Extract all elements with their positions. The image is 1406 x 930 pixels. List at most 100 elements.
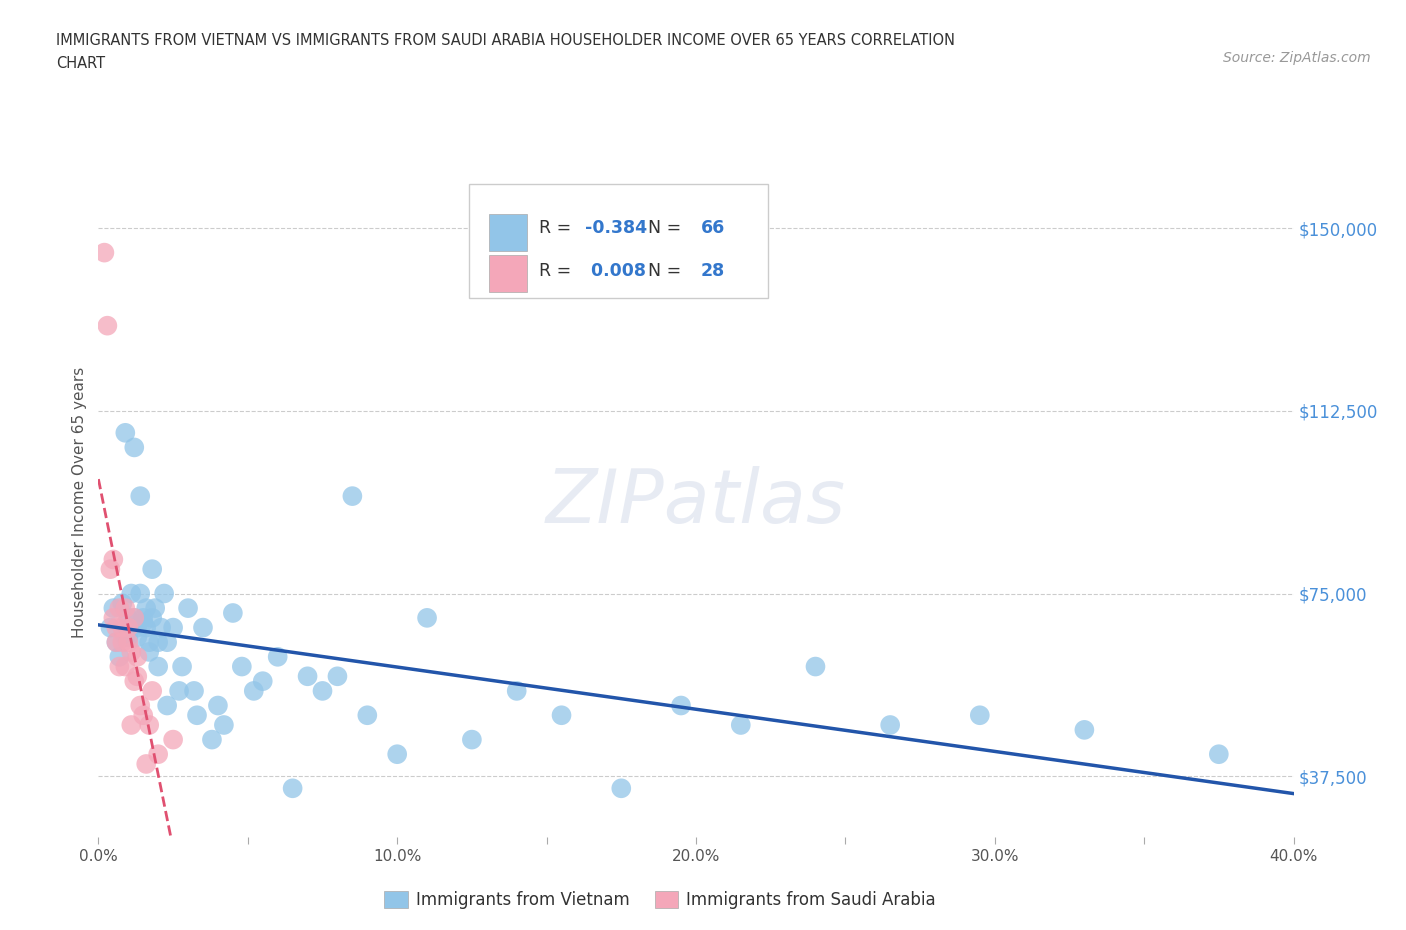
Point: [105, 635, 128, 650]
Point: [156, 635, 179, 650]
Point: [120, 620, 142, 635]
Point: [212, 718, 235, 733]
Point: [326, 669, 349, 684]
Legend: Immigrants from Vietnam, Immigrants from Saudi Arabia: Immigrants from Vietnam, Immigrants from…: [378, 884, 942, 916]
Point: [342, 488, 364, 503]
Point: [150, 620, 173, 635]
Point: [506, 684, 529, 698]
Point: [231, 659, 253, 674]
Point: [127, 649, 149, 664]
Point: [162, 620, 184, 635]
Point: [135, 620, 157, 635]
Point: [141, 610, 163, 625]
Point: [135, 601, 157, 616]
Text: N =: N =: [637, 219, 688, 237]
Point: [124, 610, 146, 625]
Point: [297, 669, 319, 684]
Text: R =: R =: [540, 219, 576, 237]
Point: [186, 708, 208, 723]
Point: [114, 601, 136, 616]
Bar: [489, 214, 527, 251]
Point: [129, 488, 152, 503]
Point: [114, 425, 136, 440]
Point: [669, 698, 692, 713]
Point: [550, 708, 572, 723]
Point: [135, 756, 157, 771]
Point: [108, 601, 131, 616]
Point: [103, 552, 125, 567]
Point: [1073, 723, 1095, 737]
Point: [117, 610, 139, 625]
Point: [105, 620, 128, 635]
Point: [114, 659, 136, 674]
Point: [129, 698, 152, 713]
Point: [281, 781, 304, 796]
Point: [141, 684, 163, 698]
Point: [148, 635, 170, 650]
Point: [172, 659, 194, 674]
Text: Source: ZipAtlas.com: Source: ZipAtlas.com: [1223, 51, 1371, 65]
Point: [124, 673, 146, 688]
Point: [108, 649, 131, 664]
Point: [143, 601, 166, 616]
Point: [385, 747, 409, 762]
Point: [148, 659, 170, 674]
Point: [103, 610, 125, 625]
Point: [117, 630, 139, 644]
Point: [141, 562, 163, 577]
Point: [96, 318, 118, 333]
Point: [311, 684, 333, 698]
Point: [183, 684, 205, 698]
Point: [120, 644, 142, 659]
Point: [879, 718, 901, 733]
Y-axis label: Householder Income Over 65 years: Householder Income Over 65 years: [72, 366, 87, 638]
Point: [105, 635, 128, 650]
Text: N =: N =: [637, 262, 688, 280]
Point: [127, 630, 149, 644]
Point: [191, 620, 214, 635]
Point: [93, 246, 115, 260]
Point: [111, 620, 134, 635]
Point: [127, 669, 149, 684]
Point: [117, 635, 139, 650]
Point: [111, 596, 134, 611]
Point: [100, 620, 122, 635]
Point: [156, 698, 179, 713]
Bar: [489, 255, 527, 292]
Point: [162, 732, 184, 747]
Point: [153, 586, 176, 601]
Point: [243, 684, 266, 698]
Point: [356, 708, 378, 723]
Point: [416, 610, 439, 625]
Point: [127, 620, 149, 635]
Point: [1208, 747, 1230, 762]
Text: -0.384: -0.384: [585, 219, 647, 237]
Point: [138, 718, 160, 733]
Text: IMMIGRANTS FROM VIETNAM VS IMMIGRANTS FROM SAUDI ARABIA HOUSEHOLDER INCOME OVER : IMMIGRANTS FROM VIETNAM VS IMMIGRANTS FR…: [56, 33, 955, 47]
Point: [111, 635, 134, 650]
FancyBboxPatch shape: [470, 184, 768, 298]
Text: 0.008: 0.008: [585, 262, 645, 280]
Point: [120, 718, 142, 733]
Point: [461, 732, 484, 747]
Point: [120, 586, 142, 601]
Text: CHART: CHART: [56, 56, 105, 71]
Point: [167, 684, 190, 698]
Point: [804, 659, 827, 674]
Text: ZIPatlas: ZIPatlas: [546, 466, 846, 538]
Point: [132, 616, 155, 631]
Point: [201, 732, 224, 747]
Point: [610, 781, 633, 796]
Point: [100, 562, 122, 577]
Text: 28: 28: [700, 262, 725, 280]
Point: [252, 673, 274, 688]
Point: [124, 610, 146, 625]
Point: [138, 644, 160, 659]
Point: [730, 718, 752, 733]
Point: [129, 586, 152, 601]
Point: [138, 635, 160, 650]
Point: [148, 747, 170, 762]
Point: [969, 708, 991, 723]
Point: [124, 440, 146, 455]
Point: [108, 659, 131, 674]
